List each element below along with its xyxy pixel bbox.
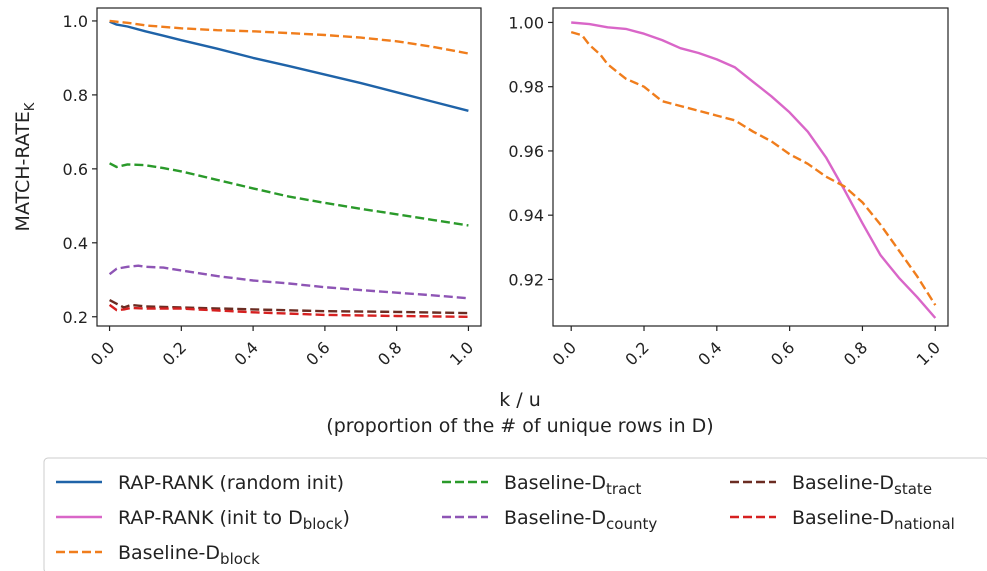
series-line-base_county bbox=[108, 264, 469, 300]
legend-box bbox=[43, 457, 987, 571]
left-plot-area bbox=[108, 19, 469, 318]
legend: RAP-RANK (random init) RAP-RANK (init to … bbox=[43, 457, 987, 571]
right-axes-frame bbox=[552, 7, 949, 327]
x-tick-label: 0.2 bbox=[621, 338, 652, 369]
legend-label: RAP-RANK (init to Dblock) bbox=[118, 507, 350, 533]
legend-label: Baseline-Dcounty bbox=[504, 507, 657, 533]
legend-item-base_tract: Baseline-Dtract bbox=[442, 472, 642, 498]
legend-label: Baseline-Dnational bbox=[792, 507, 955, 533]
x-tick-label: 0.4 bbox=[231, 338, 262, 369]
y-tick-label: 1.00 bbox=[508, 13, 544, 32]
x-tick-label: 0.4 bbox=[694, 338, 725, 369]
y-tick-label: 0.98 bbox=[508, 78, 544, 97]
series-line-rap_random bbox=[109, 20, 469, 112]
x-tick-label: 0.8 bbox=[374, 338, 405, 369]
x-tick-label: 1.0 bbox=[913, 338, 944, 369]
legend-item-base_national: Baseline-Dnational bbox=[730, 507, 955, 533]
y-tick-label: 0.94 bbox=[508, 206, 544, 225]
legend-items: RAP-RANK (random init) RAP-RANK (init to … bbox=[56, 472, 955, 568]
y-axis-title: MATCH-RATEK bbox=[12, 102, 38, 231]
x-tick-label: 0.0 bbox=[87, 338, 118, 369]
x-axis-title: k / u bbox=[499, 389, 541, 411]
legend-item-base_block: Baseline-Dblock bbox=[56, 542, 260, 568]
series-line-base_tract bbox=[109, 162, 469, 227]
legend-item-base_county: Baseline-Dcounty bbox=[442, 507, 657, 533]
legend-label: Baseline-Dblock bbox=[118, 542, 260, 568]
y-tick-label: 0.96 bbox=[508, 142, 544, 161]
y-tick-label: 1.0 bbox=[63, 12, 88, 31]
left-axes-frame bbox=[96, 7, 482, 327]
y-tick-label: 0.4 bbox=[63, 234, 88, 253]
x-tick-label: 0.8 bbox=[840, 338, 871, 369]
legend-item-rap_block: RAP-RANK (init to Dblock) bbox=[56, 507, 350, 533]
right-plot-area bbox=[570, 21, 937, 319]
x-tick-label: 0.0 bbox=[549, 338, 580, 369]
series-line-base_state bbox=[109, 299, 469, 315]
x-tick-label: 0.2 bbox=[159, 338, 190, 369]
x-tick-label: 1.0 bbox=[446, 338, 477, 369]
x-tick-label: 0.6 bbox=[302, 338, 333, 369]
legend-item-rap_random: RAP-RANK (random init) bbox=[56, 472, 344, 494]
x-axis-subtitle: (proportion of the # of unique rows in D… bbox=[326, 415, 713, 437]
series-line-base_block bbox=[109, 19, 469, 55]
right-ticks: 0.0 0.2 0.4 0.6 0.8 1.0 0.92 0.94 0.96 0.98 1.00 bbox=[508, 13, 944, 369]
y-tick-label: 0.92 bbox=[508, 270, 544, 289]
y-tick-label: 0.2 bbox=[63, 308, 88, 327]
right-panel: 0.0 0.2 0.4 0.6 0.8 1.0 0.92 0.94 0.96 0.98 1.00 bbox=[508, 7, 949, 369]
y-tick-label: 0.6 bbox=[63, 160, 88, 179]
y-tick-label: 0.8 bbox=[63, 86, 88, 105]
legend-label: RAP-RANK (random init) bbox=[118, 472, 344, 494]
legend-label: Baseline-Dtract bbox=[504, 472, 642, 498]
series-line-rap_block bbox=[571, 21, 937, 319]
legend-label: Baseline-Dstate bbox=[792, 472, 932, 498]
series-line-base_block bbox=[570, 30, 937, 306]
legend-item-base_state: Baseline-Dstate bbox=[730, 472, 932, 498]
series-line-base_national bbox=[108, 303, 469, 318]
x-tick-label: 0.6 bbox=[767, 338, 798, 369]
left-panel: 0.0 0.2 0.4 0.6 0.8 1.0 0.2 0.4 0.6 0.8 1.0 bbox=[63, 7, 482, 369]
